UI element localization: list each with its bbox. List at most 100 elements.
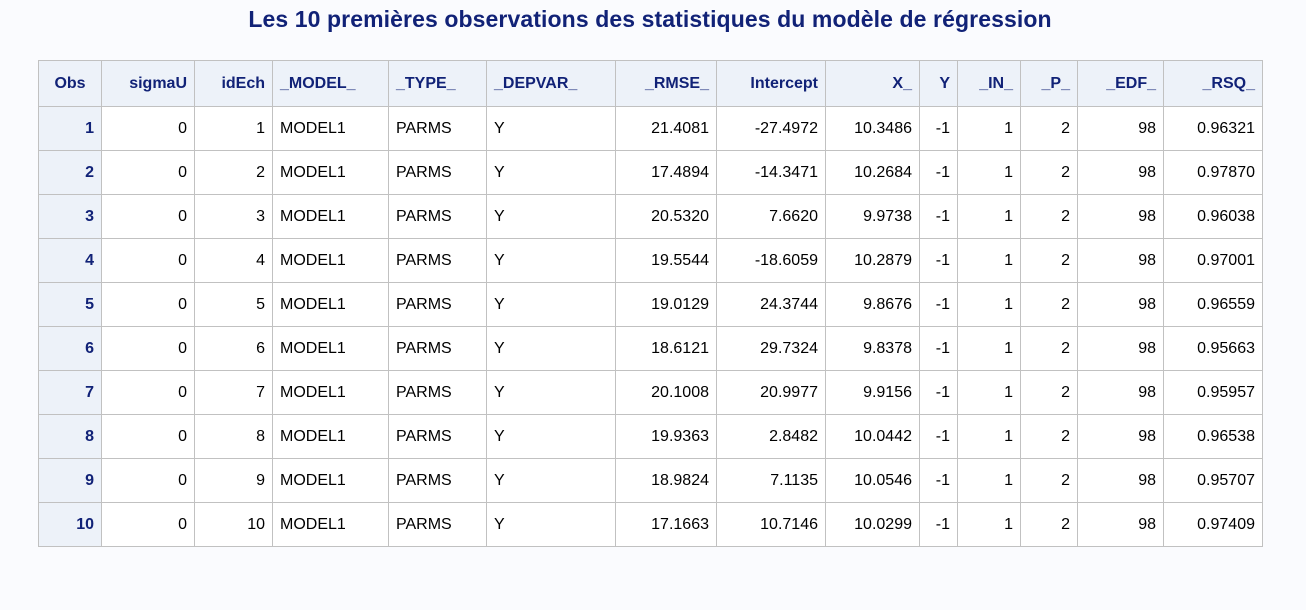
- cell-idech: 8: [194, 414, 273, 459]
- cell-rmse: 17.4894: [615, 150, 717, 195]
- cell-x: 10.3486: [825, 106, 920, 151]
- cell-idech: 2: [194, 150, 273, 195]
- cell-edf: 98: [1077, 414, 1164, 459]
- cell-edf: 98: [1077, 326, 1164, 371]
- cell-obs: 6: [38, 326, 102, 371]
- cell-rmse: 18.9824: [615, 458, 717, 503]
- cell-type: PARMS: [388, 414, 487, 459]
- column-header-sigmau: sigmaU: [101, 60, 195, 107]
- cell-x: 10.0299: [825, 502, 920, 547]
- cell-idech: 7: [194, 370, 273, 415]
- column-header-p: _P_: [1020, 60, 1078, 107]
- cell-obs: 9: [38, 458, 102, 503]
- cell-sigmau: 0: [101, 194, 195, 239]
- cell-depvar: Y: [486, 370, 616, 415]
- cell-obs: 4: [38, 238, 102, 283]
- cell-obs: 8: [38, 414, 102, 459]
- cell-y: -1: [919, 502, 958, 547]
- cell-x: 9.9738: [825, 194, 920, 239]
- cell-obs: 7: [38, 370, 102, 415]
- column-header-model: _MODEL_: [272, 60, 389, 107]
- cell-edf: 98: [1077, 458, 1164, 503]
- cell-p: 2: [1020, 326, 1078, 371]
- cell-y: -1: [919, 194, 958, 239]
- cell-p: 2: [1020, 238, 1078, 283]
- cell-p: 2: [1020, 194, 1078, 239]
- cell-obs: 10: [38, 502, 102, 547]
- cell-in: 1: [957, 150, 1021, 195]
- column-header-edf: _EDF_: [1077, 60, 1164, 107]
- cell-y: -1: [919, 370, 958, 415]
- cell-model: MODEL1: [272, 106, 389, 151]
- cell-depvar: Y: [486, 150, 616, 195]
- table-row: 6 0 6 MODEL1 PARMS Y 18.6121 29.7324 9.8378 -1 1 2 9…: [38, 326, 1263, 371]
- column-header-rsq: _RSQ_: [1163, 60, 1263, 107]
- cell-x: 9.8676: [825, 282, 920, 327]
- cell-sigmau: 0: [101, 458, 195, 503]
- cell-intercept: 2.8482: [716, 414, 826, 459]
- cell-depvar: Y: [486, 502, 616, 547]
- cell-type: PARMS: [388, 150, 487, 195]
- cell-x: 9.9156: [825, 370, 920, 415]
- column-header-rmse: _RMSE_: [615, 60, 717, 107]
- cell-intercept: 10.7146: [716, 502, 826, 547]
- cell-rmse: 17.1663: [615, 502, 717, 547]
- cell-type: PARMS: [388, 326, 487, 371]
- cell-in: 1: [957, 326, 1021, 371]
- cell-in: 1: [957, 502, 1021, 547]
- cell-type: PARMS: [388, 282, 487, 327]
- cell-sigmau: 0: [101, 150, 195, 195]
- table-row: 3 0 3 MODEL1 PARMS Y 20.5320 7.6620 9.9738 -1 1 2 98…: [38, 194, 1263, 239]
- table-row: 9 0 9 MODEL1 PARMS Y 18.9824 7.1135 10.0546 -1 1 2 9…: [38, 458, 1263, 503]
- cell-idech: 10: [194, 502, 273, 547]
- cell-sigmau: 0: [101, 414, 195, 459]
- cell-type: PARMS: [388, 238, 487, 283]
- cell-rsq: 0.95957: [1163, 370, 1263, 415]
- column-header-y: Y: [919, 60, 958, 107]
- cell-in: 1: [957, 370, 1021, 415]
- cell-in: 1: [957, 194, 1021, 239]
- cell-x: 10.0546: [825, 458, 920, 503]
- cell-model: MODEL1: [272, 238, 389, 283]
- cell-intercept: 29.7324: [716, 326, 826, 371]
- table-row: 7 0 7 MODEL1 PARMS Y 20.1008 20.9977 9.9156 -1 1 2 9…: [38, 370, 1263, 415]
- cell-sigmau: 0: [101, 238, 195, 283]
- cell-type: PARMS: [388, 194, 487, 239]
- cell-obs: 1: [38, 106, 102, 151]
- column-header-x: X_: [825, 60, 920, 107]
- cell-rsq: 0.97870: [1163, 150, 1263, 195]
- cell-obs: 3: [38, 194, 102, 239]
- cell-rsq: 0.96559: [1163, 282, 1263, 327]
- cell-idech: 4: [194, 238, 273, 283]
- cell-model: MODEL1: [272, 194, 389, 239]
- cell-sigmau: 0: [101, 106, 195, 151]
- column-header-depvar: _DEPVAR_: [486, 60, 616, 107]
- cell-idech: 6: [194, 326, 273, 371]
- cell-in: 1: [957, 238, 1021, 283]
- cell-type: PARMS: [388, 458, 487, 503]
- cell-obs: 5: [38, 282, 102, 327]
- cell-edf: 98: [1077, 370, 1164, 415]
- cell-rmse: 20.1008: [615, 370, 717, 415]
- cell-rmse: 20.5320: [615, 194, 717, 239]
- cell-intercept: 20.9977: [716, 370, 826, 415]
- cell-p: 2: [1020, 370, 1078, 415]
- cell-rsq: 0.96038: [1163, 194, 1263, 239]
- cell-idech: 9: [194, 458, 273, 503]
- table-row: 2 0 2 MODEL1 PARMS Y 17.4894 -14.3471 10.2684 -1 1…: [38, 150, 1263, 195]
- cell-edf: 98: [1077, 238, 1164, 283]
- cell-type: PARMS: [388, 106, 487, 151]
- cell-model: MODEL1: [272, 326, 389, 371]
- cell-idech: 3: [194, 194, 273, 239]
- column-header-obs: Obs: [38, 60, 102, 107]
- table-row: 5 0 5 MODEL1 PARMS Y 19.0129 24.3744 9.8676 -1 1 2 9…: [38, 282, 1263, 327]
- cell-rmse: 21.4081: [615, 106, 717, 151]
- cell-depvar: Y: [486, 238, 616, 283]
- cell-intercept: 7.6620: [716, 194, 826, 239]
- table-row: 4 0 4 MODEL1 PARMS Y 19.5544 -18.6059 10.2879 -1 1…: [38, 238, 1263, 283]
- cell-type: PARMS: [388, 370, 487, 415]
- cell-rmse: 19.0129: [615, 282, 717, 327]
- cell-intercept: -27.4972: [716, 106, 826, 151]
- cell-edf: 98: [1077, 282, 1164, 327]
- cell-sigmau: 0: [101, 502, 195, 547]
